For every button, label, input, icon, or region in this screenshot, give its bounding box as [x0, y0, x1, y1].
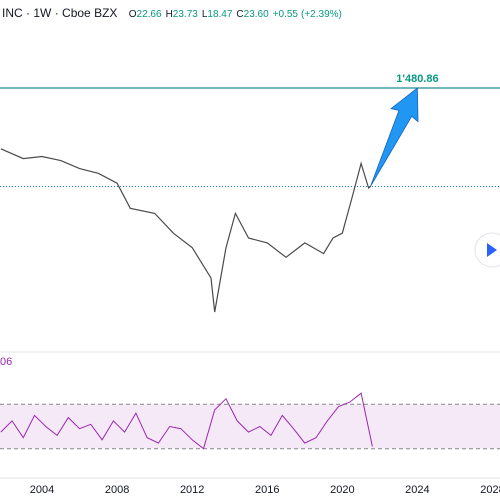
ohlc-key: L	[202, 9, 208, 20]
rsi-label: 06	[0, 356, 12, 368]
ohlc-key: H	[166, 9, 173, 20]
x-tick-label: 2004	[30, 484, 54, 496]
target-label: 1'480.86	[396, 73, 438, 85]
exchange: Cboe BZX	[62, 6, 117, 20]
ohlc-value: 23.73	[173, 9, 198, 20]
symbol: INC	[2, 6, 23, 20]
rsi-line	[0, 392, 373, 450]
ohlc-value: 23.60	[244, 9, 269, 20]
price-line	[0, 148, 371, 313]
ohlc-value: 18.47	[207, 9, 232, 20]
interval: 1W	[33, 6, 52, 20]
separator: ·	[55, 6, 59, 20]
x-tick-label: 2028	[480, 484, 500, 496]
scroll-button-icon[interactable]	[487, 243, 497, 257]
scroll-button[interactable]	[474, 232, 500, 268]
change: +0.55	[273, 9, 299, 20]
x-tick-label: 2008	[105, 484, 129, 496]
change-pct: (+2.39%)	[301, 9, 342, 20]
ohlc-key: C	[236, 9, 243, 20]
separator: ·	[26, 6, 30, 20]
x-tick-label: 2024	[405, 484, 429, 496]
ohlc-value: 22.66	[137, 9, 162, 20]
x-tick-label: 2012	[180, 484, 204, 496]
x-tick-label: 2016	[255, 484, 279, 496]
x-tick-label: 2020	[330, 484, 354, 496]
ohlc-key: O	[129, 9, 137, 20]
projection-arrow	[370, 87, 419, 187]
rsi-band	[0, 404, 500, 449]
chart-header: INC · 1W · Cboe BZX O22.66 H23.73 L18.47 C2…	[2, 6, 342, 20]
